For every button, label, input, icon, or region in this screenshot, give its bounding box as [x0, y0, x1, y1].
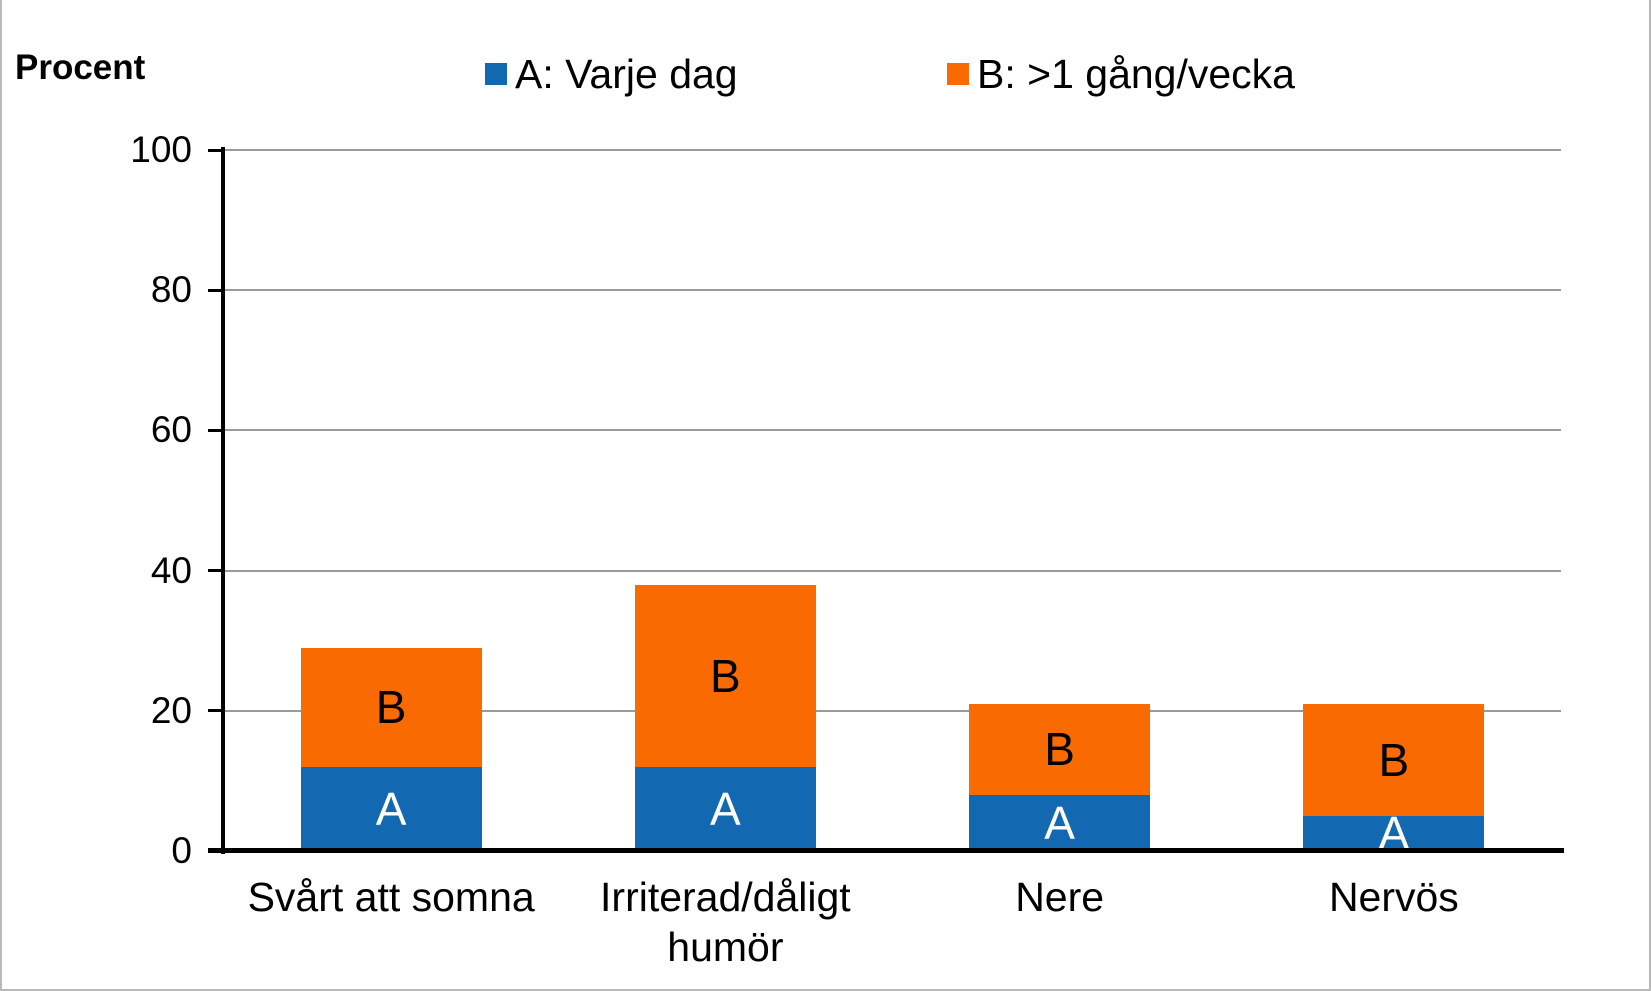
y-tick-label: 80	[150, 269, 192, 311]
y-axis-tick	[208, 569, 224, 573]
y-axis-tick	[208, 428, 224, 432]
bar-segment-a: A	[969, 794, 1151, 851]
legend-swatch	[485, 63, 507, 85]
y-tick-label: 40	[150, 549, 192, 591]
bar-segment-b: B	[969, 703, 1151, 795]
gridline	[224, 709, 1561, 712]
legend-item-a: A: Varje dag	[485, 52, 738, 96]
bar-segment-a: A	[1303, 810, 1485, 856]
legend-label: B: >1 gång/vecka	[977, 51, 1295, 97]
bar-segment-label: B	[375, 681, 407, 734]
bar-segment-label: A	[710, 782, 741, 835]
bar-segment-label: B	[1044, 723, 1075, 776]
x-category-label: Nere	[1015, 874, 1105, 920]
bar-segment-b: B	[634, 584, 816, 767]
gridline	[224, 289, 1561, 292]
bar-segment-label: B	[710, 649, 741, 702]
y-tick-label: 100	[130, 129, 192, 170]
bar-segment-b: B	[300, 647, 482, 767]
gridline	[224, 569, 1561, 572]
y-axis-tick	[208, 288, 224, 292]
bar-segment-label: B	[1378, 733, 1410, 786]
y-axis-line	[221, 147, 225, 854]
x-axis-line	[208, 848, 1564, 853]
bar-segment-label: A	[375, 782, 407, 835]
y-axis-tick	[208, 709, 224, 713]
legend-label: A: Varje dag	[515, 51, 738, 97]
gridline	[224, 429, 1561, 432]
y-axis-tick	[208, 148, 224, 152]
bar-segment-b: B	[1303, 703, 1485, 816]
y-tick-label: 20	[150, 689, 192, 731]
y-tick-label: 0	[171, 830, 192, 871]
bar-segment-a: A	[634, 766, 816, 851]
y-axis-title: Procent	[15, 48, 146, 87]
y-tick-label: 60	[150, 409, 192, 451]
x-category-label: Irriterad/dåligt humör	[600, 874, 851, 970]
bar-segment-label: A	[1044, 796, 1075, 849]
legend-swatch	[947, 63, 969, 85]
x-category-label: Nervös	[1328, 874, 1459, 920]
gridline	[224, 149, 1561, 151]
bar-segment-a: A	[300, 766, 482, 851]
x-category-label: Svårt att somna	[247, 874, 535, 920]
legend-item-b: B: >1 gång/vecka	[947, 52, 1295, 96]
